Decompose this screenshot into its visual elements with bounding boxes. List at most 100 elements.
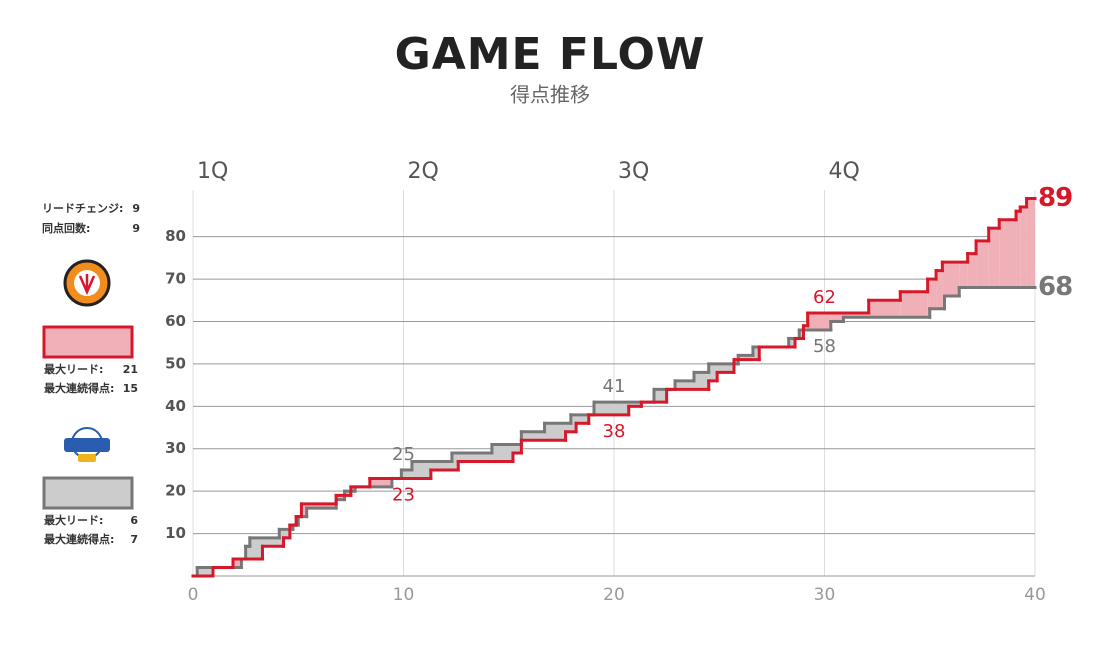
lead-area	[803, 325, 808, 330]
stat-label: リードチェンジ:	[42, 202, 123, 215]
lead-area	[451, 452, 459, 470]
y-tick-label: 70	[165, 270, 186, 288]
lead-area	[350, 486, 356, 492]
lead-area	[653, 389, 667, 403]
lead-area	[675, 380, 694, 390]
team-stat-label: 最大連続得点:	[44, 381, 114, 395]
lead-area	[807, 313, 831, 330]
legend-box	[42, 325, 134, 359]
quarter-label: 2Q	[408, 159, 439, 184]
lead-area	[708, 363, 718, 381]
lead-area	[628, 402, 642, 407]
x-tick-label: 0	[188, 585, 199, 605]
lead-area	[1026, 198, 1035, 288]
lead-area	[430, 461, 452, 470]
team-stat-value: 7	[130, 533, 138, 546]
x-tick-label: 20	[603, 585, 625, 605]
chart-title: GAME FLOW	[395, 29, 706, 80]
team-stat-value: 21	[123, 363, 138, 376]
lead-area	[594, 402, 629, 415]
quarter-score: 25	[392, 444, 415, 465]
lead-area	[289, 525, 293, 530]
lead-area	[245, 546, 250, 560]
lead-area	[570, 414, 577, 432]
quarter-score: 62	[813, 287, 836, 308]
stat-value: 9	[132, 202, 140, 215]
x-tick-label: 10	[393, 585, 415, 605]
quarter-score: 23	[392, 484, 415, 505]
lead-area	[232, 559, 242, 568]
lead-area	[401, 469, 412, 479]
lead-area	[306, 503, 337, 509]
lead-area	[283, 529, 290, 538]
lead-area	[491, 444, 513, 462]
stat-label: 同点回数:	[42, 221, 90, 235]
final-score: 89	[1038, 183, 1072, 213]
team-stat-value: 6	[130, 514, 138, 527]
team-stat-label: 最大リード:	[44, 362, 103, 376]
away-logo	[64, 427, 110, 462]
x-tick-label: 30	[814, 585, 836, 605]
lead-area	[249, 537, 263, 560]
y-tick-label: 60	[165, 312, 186, 330]
lead-area	[868, 300, 901, 318]
x-tick-label: 40	[1024, 585, 1046, 605]
lead-area	[752, 346, 760, 360]
quarter-label: 1Q	[197, 159, 228, 184]
lead-area	[799, 329, 804, 339]
lead-area	[197, 567, 213, 576]
y-tick-label: 40	[165, 397, 186, 415]
lead-area	[458, 452, 492, 462]
lead-area	[788, 338, 796, 347]
lead-area	[942, 262, 945, 309]
lead-area	[959, 262, 968, 288]
lead-area	[1016, 211, 1021, 288]
lead-area	[988, 228, 1000, 288]
lead-area	[967, 253, 977, 288]
lead-area	[999, 219, 1017, 288]
lead-area	[944, 262, 960, 297]
home-logo	[63, 259, 111, 307]
chart-subtitle: 得点推移	[510, 83, 590, 107]
lead-area	[336, 495, 345, 500]
lead-area	[344, 491, 351, 496]
lead-area	[900, 291, 928, 318]
team-stat-label: 最大連続得点:	[44, 532, 114, 546]
y-tick-label: 20	[165, 482, 186, 500]
team-stat-label: 最大リード:	[44, 513, 103, 527]
lead-area	[830, 313, 844, 322]
final-score: 68	[1038, 272, 1072, 302]
legend-box	[42, 476, 134, 510]
lead-area	[369, 478, 392, 487]
lead-area	[693, 372, 709, 390]
y-tick-label: 80	[165, 227, 186, 245]
lead-area	[976, 240, 989, 288]
lead-area	[521, 431, 545, 441]
y-tick-label: 50	[165, 354, 186, 372]
quarter-score: 38	[603, 421, 626, 442]
team-stat-value: 15	[123, 382, 138, 395]
lead-area	[843, 313, 869, 318]
quarter-label: 3Q	[618, 159, 649, 184]
quarter-label: 4Q	[829, 159, 860, 184]
lead-area	[936, 270, 943, 309]
lead-area	[544, 423, 566, 441]
lead-area	[262, 537, 280, 547]
lead-area	[738, 355, 753, 360]
lead-area	[512, 444, 522, 453]
lead-area	[733, 359, 739, 364]
lead-area	[279, 529, 284, 547]
lead-area	[576, 414, 589, 424]
quarter-score: 58	[813, 336, 836, 357]
lead-area	[411, 461, 431, 479]
y-tick-label: 10	[165, 524, 186, 542]
lead-area	[565, 423, 571, 432]
lead-area	[717, 363, 734, 373]
lead-area	[929, 279, 937, 309]
quarter-score: 41	[603, 376, 626, 397]
lead-area	[301, 503, 307, 517]
y-tick-label: 30	[165, 439, 186, 457]
stat-value: 9	[132, 222, 140, 235]
lead-area	[1020, 206, 1027, 288]
